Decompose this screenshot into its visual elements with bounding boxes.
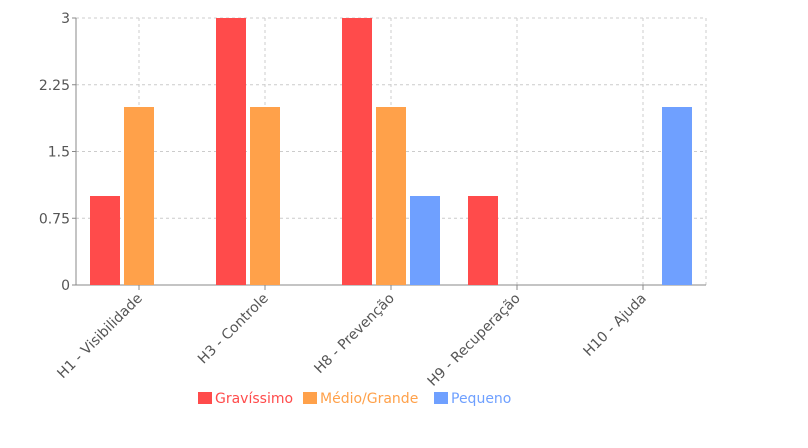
legend-label: Gravíssimo <box>215 391 293 407</box>
bar <box>216 18 246 285</box>
y-tick-label: 3 <box>61 11 70 27</box>
x-tick-label: H8 - Prevenção <box>311 291 397 377</box>
legend-swatch <box>198 392 212 404</box>
bar <box>468 196 498 285</box>
bar <box>410 196 440 285</box>
bar <box>662 107 692 285</box>
y-tick-label: 2.25 <box>39 78 70 94</box>
bar <box>90 196 120 285</box>
y-tick-label: 1.5 <box>48 145 70 161</box>
bar <box>342 18 372 285</box>
x-tick-label: H3 - Controle <box>195 291 272 368</box>
y-tick-label: 0.75 <box>39 211 70 227</box>
bar <box>124 107 154 285</box>
legend-label: Pequeno <box>451 391 511 407</box>
x-tick-label: H10 - Ajuda <box>580 291 649 360</box>
legend-label: Médio/Grande <box>320 391 418 407</box>
legend-swatch <box>303 392 317 404</box>
y-tick-label: 0 <box>61 278 70 294</box>
bar <box>250 107 280 285</box>
x-tick-label: H1 - Visibilidade <box>54 291 145 382</box>
bar <box>376 107 406 285</box>
x-tick-label: H9 - Recuperação <box>425 291 524 390</box>
legend-swatch <box>434 392 448 404</box>
